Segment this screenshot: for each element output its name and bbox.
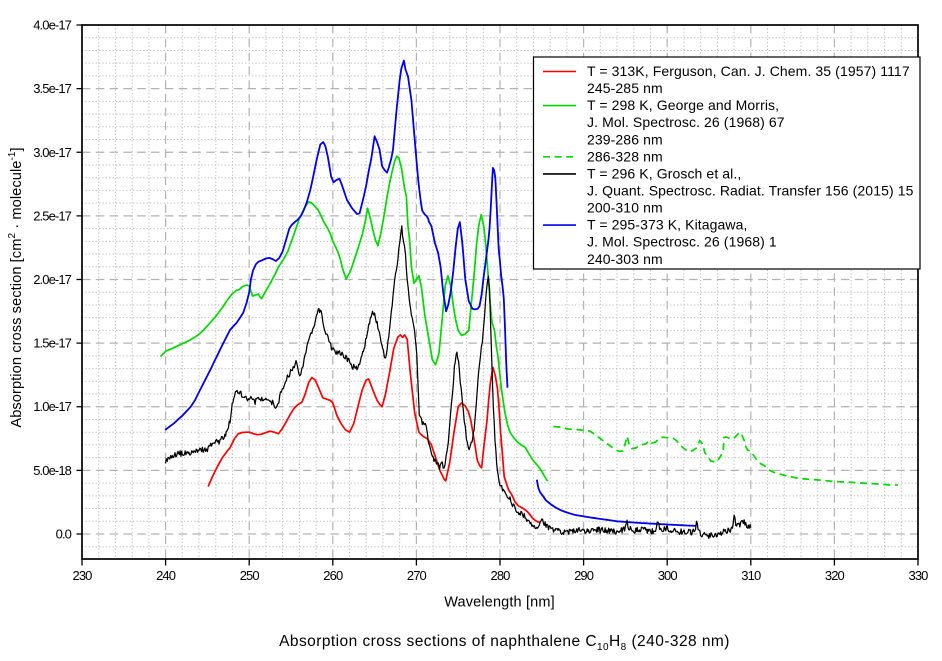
svg-text:240: 240 bbox=[156, 568, 176, 583]
svg-text:310: 310 bbox=[741, 568, 761, 583]
svg-text:260: 260 bbox=[323, 568, 343, 583]
svg-text:250: 250 bbox=[240, 568, 260, 583]
svg-text:Wavelength [nm]: Wavelength [nm] bbox=[444, 595, 555, 611]
svg-text:320: 320 bbox=[825, 568, 845, 583]
svg-text:2.0e-17: 2.0e-17 bbox=[33, 272, 71, 287]
svg-text:270: 270 bbox=[407, 568, 427, 583]
svg-text:240-303 nm: 240-303 nm bbox=[587, 251, 663, 267]
svg-text:239-286 nm: 239-286 nm bbox=[587, 131, 663, 147]
svg-text:J. Mol. Spectrosc. 26 (1968) 6: J. Mol. Spectrosc. 26 (1968) 67 bbox=[587, 114, 785, 130]
svg-text:245-285 nm: 245-285 nm bbox=[587, 80, 663, 96]
svg-text:J. Mol. Spectrosc. 26 (1968) 1: J. Mol. Spectrosc. 26 (1968) 1 bbox=[587, 234, 777, 250]
svg-text:T = 295-373 K, Kitagawa,: T = 295-373 K, Kitagawa, bbox=[587, 217, 748, 233]
svg-text:Absorption cross section [cm2: Absorption cross section [cm2 · molecule… bbox=[7, 147, 25, 427]
svg-text:300: 300 bbox=[658, 568, 678, 583]
svg-text:T = 296 K, Grosch et al.,: T = 296 K, Grosch et al., bbox=[587, 165, 741, 181]
svg-text:0.0: 0.0 bbox=[56, 527, 72, 542]
svg-text:Absorption cross sections of n: Absorption cross sections of naphthalene… bbox=[279, 633, 730, 653]
svg-text:200-310 nm: 200-310 nm bbox=[587, 200, 663, 216]
svg-text:J. Quant. Spectrosc. Radiat. T: J. Quant. Spectrosc. Radiat. Transfer 15… bbox=[587, 183, 914, 199]
svg-text:3.5e-17: 3.5e-17 bbox=[33, 81, 71, 96]
svg-text:1.0e-17: 1.0e-17 bbox=[33, 399, 71, 414]
svg-text:286-328 nm: 286-328 nm bbox=[587, 148, 663, 164]
svg-text:1.5e-17: 1.5e-17 bbox=[33, 336, 71, 351]
svg-text:330: 330 bbox=[909, 568, 929, 583]
svg-text:3.0e-17: 3.0e-17 bbox=[33, 145, 71, 160]
svg-text:T = 298 K, George and Morris,: T = 298 K, George and Morris, bbox=[587, 97, 779, 113]
svg-text:T = 313K, Ferguson, Can. J. Ch: T = 313K, Ferguson, Can. J. Chem. 35 (19… bbox=[587, 63, 910, 79]
svg-text:4.0e-17: 4.0e-17 bbox=[33, 18, 71, 33]
svg-text:290: 290 bbox=[574, 568, 594, 583]
svg-text:280: 280 bbox=[491, 568, 511, 583]
svg-text:230: 230 bbox=[73, 568, 93, 583]
svg-text:2.5e-17: 2.5e-17 bbox=[33, 208, 71, 223]
svg-text:5.0e-18: 5.0e-18 bbox=[33, 463, 71, 478]
